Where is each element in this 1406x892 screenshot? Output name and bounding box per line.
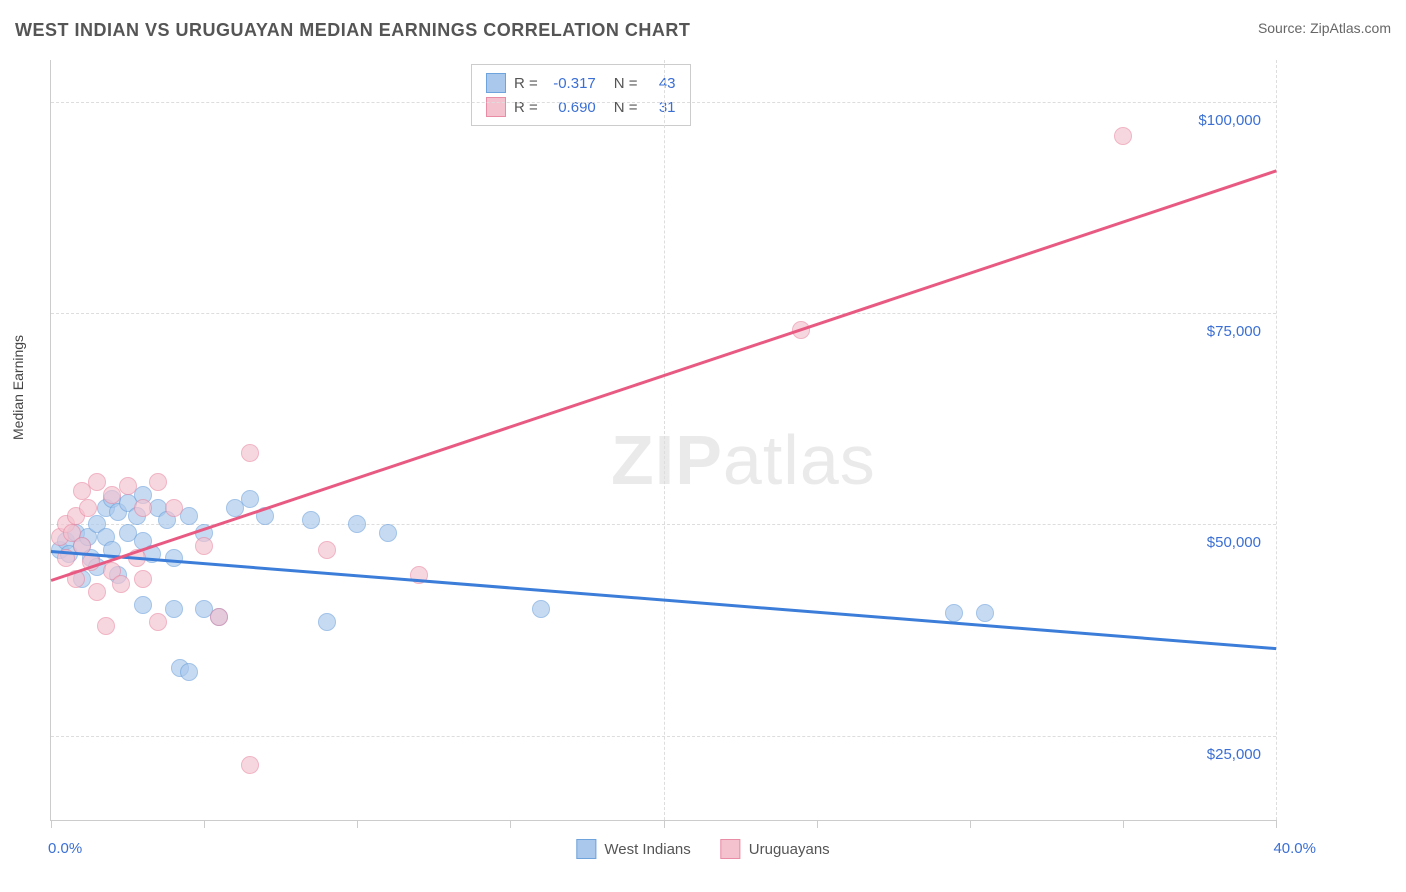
y-tick-label: $25,000 [1207, 746, 1261, 763]
stats-legend-box: R = -0.317 N = 43 R = 0.690 N = 31 [471, 64, 691, 126]
scatter-point [532, 600, 550, 618]
watermark: ZIPatlas [611, 420, 876, 500]
scatter-point [97, 617, 115, 635]
scatter-point [241, 490, 259, 508]
stat-r-label: R = [514, 99, 538, 116]
source-attribution: Source: ZipAtlas.com [1258, 20, 1391, 36]
scatter-point [241, 444, 259, 462]
scatter-point [302, 511, 320, 529]
stat-r-value: -0.317 [546, 75, 596, 92]
stat-r-label: R = [514, 75, 538, 92]
scatter-point [318, 541, 336, 559]
y-tick-label: $75,000 [1207, 323, 1261, 340]
source-label: Source: [1258, 20, 1310, 36]
y-axis-label: Median Earnings [10, 335, 26, 440]
stats-legend-row: R = -0.317 N = 43 [486, 71, 676, 95]
scatter-point [134, 499, 152, 517]
scatter-point [180, 663, 198, 681]
scatter-point [180, 507, 198, 525]
scatter-point [88, 473, 106, 491]
x-tick-max: 40.0% [1273, 840, 1316, 857]
scatter-point [195, 537, 213, 555]
series-legend-item: Uruguayans [721, 839, 830, 859]
stats-legend-row: R = 0.690 N = 31 [486, 95, 676, 119]
legend-swatch [486, 97, 506, 117]
scatter-point [945, 604, 963, 622]
scatter-point [134, 570, 152, 588]
gridline-vertical [1276, 60, 1277, 820]
scatter-point [112, 575, 130, 593]
x-tick-mark [1123, 820, 1124, 828]
x-tick-mark [970, 820, 971, 828]
stat-n-value: 31 [646, 99, 676, 116]
x-tick-mark [664, 820, 665, 828]
x-tick-mark [510, 820, 511, 828]
scatter-point [241, 756, 259, 774]
scatter-point [149, 613, 167, 631]
series-name: Uruguayans [749, 841, 830, 858]
x-tick-mark [204, 820, 205, 828]
legend-swatch [576, 839, 596, 859]
scatter-point [149, 473, 167, 491]
gridline-vertical [664, 60, 665, 820]
x-tick-mark [51, 820, 52, 828]
scatter-point [88, 583, 106, 601]
scatter-point [1114, 127, 1132, 145]
scatter-point [79, 499, 97, 517]
stat-n-label: N = [614, 99, 638, 116]
x-tick-mark [817, 820, 818, 828]
stat-n-label: N = [614, 75, 638, 92]
scatter-point [348, 515, 366, 533]
scatter-point [134, 596, 152, 614]
scatter-point [976, 604, 994, 622]
legend-swatch [721, 839, 741, 859]
scatter-point [165, 600, 183, 618]
watermark-zip: ZIP [611, 421, 723, 499]
legend-swatch [486, 73, 506, 93]
scatter-point [318, 613, 336, 631]
series-legend: West Indians Uruguayans [576, 839, 829, 859]
scatter-point [210, 608, 228, 626]
y-tick-label: $100,000 [1198, 112, 1261, 129]
scatter-point [165, 499, 183, 517]
x-tick-mark [357, 820, 358, 828]
series-legend-item: West Indians [576, 839, 690, 859]
x-tick-min: 0.0% [48, 840, 82, 857]
x-tick-mark [1276, 820, 1277, 828]
series-name: West Indians [604, 841, 690, 858]
stat-r-value: 0.690 [546, 99, 596, 116]
stat-n-value: 43 [646, 75, 676, 92]
chart-title: WEST INDIAN VS URUGUAYAN MEDIAN EARNINGS… [15, 20, 690, 41]
chart-plot-area: ZIPatlas R = -0.317 N = 43 R = 0.690 N = 31 $25… [50, 60, 1276, 821]
scatter-point [119, 477, 137, 495]
scatter-point [379, 524, 397, 542]
y-tick-label: $50,000 [1207, 534, 1261, 551]
source-value: ZipAtlas.com [1310, 20, 1391, 36]
watermark-atlas: atlas [723, 421, 876, 499]
